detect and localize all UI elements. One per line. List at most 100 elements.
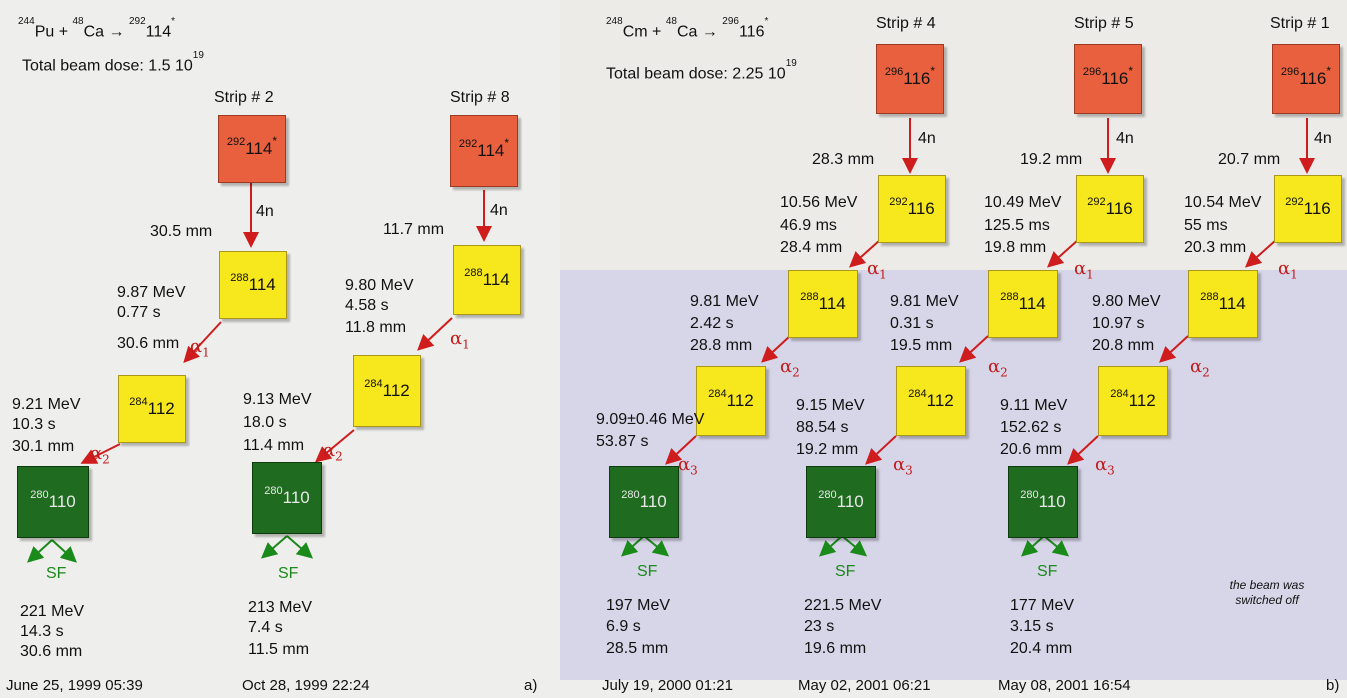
decay-energy: 10.56 MeV [780, 194, 858, 211]
strip-label: Strip # 8 [450, 89, 510, 106]
arrow-b1-alpha1 [849, 239, 881, 268]
nucleus-decay-2: 284 112 [118, 375, 186, 443]
beam-off-note: the beam was switched off [1229, 578, 1305, 607]
decay-energy: 9.09±0.46 MeV [596, 411, 705, 428]
sf-time: 3.15 s [1010, 618, 1054, 635]
decay-distance: 30.6 mm [117, 335, 180, 352]
sf-distance: 20.4 mm [1010, 640, 1073, 657]
sf-time: 6.9 s [606, 618, 641, 635]
sf-label: SF [1037, 563, 1058, 580]
alpha-label: α3 [678, 454, 698, 478]
arrow-a2-alpha1 [417, 317, 453, 351]
panel-b-background-shaded [560, 270, 1347, 680]
nucleus-decay-3: 284 112 [696, 366, 766, 436]
arrow-b1-sf-left [621, 535, 645, 557]
decay-distance: 19.8 mm [984, 239, 1047, 256]
decay-time: 46.9 ms [780, 217, 837, 234]
distance-label: 11.7 mm [383, 221, 445, 238]
nucleus-decay-2: 288 114 [788, 270, 858, 338]
sf-time: 14.3 s [20, 623, 64, 640]
arrow-b3-sf-right [1043, 535, 1070, 557]
arrow-b3-alpha3 [1067, 435, 1099, 465]
sf-distance: 30.6 mm [20, 643, 83, 660]
alpha-label: α2 [90, 443, 110, 467]
decay-energy: 10.49 MeV [984, 194, 1062, 211]
decay-time: 0.31 s [890, 315, 934, 332]
decay-distance: 28.4 mm [780, 239, 843, 256]
decay-distance: 11.4 mm [243, 437, 305, 454]
decay-distance: 20.6 mm [1000, 441, 1063, 458]
neutron-label: 4n [490, 202, 508, 219]
decay-time: 18.0 s [243, 414, 287, 431]
arrow-b3-sf-left [1021, 535, 1045, 557]
decay-energy: 9.80 MeV [1092, 293, 1161, 310]
panel-b-reaction: 248Cm + 48Ca → 296116* [606, 16, 769, 41]
nucleus-parent: 292 114 * [218, 115, 286, 183]
nucleus-decay-2: 288 114 [988, 270, 1058, 338]
distance-label: 28.3 mm [812, 151, 875, 168]
nucleus-final: 280 110 [806, 466, 876, 538]
panel-b-background-top [560, 0, 1347, 270]
alpha-label: α1 [190, 336, 210, 360]
event-date: May 02, 2001 06:21 [798, 677, 931, 694]
decay-time: 125.5 ms [984, 217, 1050, 234]
arrow-a2-alpha2 [314, 429, 355, 463]
decay-distance: 28.8 mm [690, 337, 753, 354]
decay-energy: 9.15 MeV [796, 397, 865, 414]
arrow-b3-alpha1 [1245, 239, 1277, 268]
decay-distance: 20.3 mm [1184, 239, 1247, 256]
decay-time: 55 ms [1184, 217, 1228, 234]
sf-energy: 221 MeV [20, 603, 85, 620]
decay-time: 53.87 s [596, 433, 649, 450]
decay-distance: 30.1 mm [12, 438, 75, 455]
nucleus-decay-1: 288 114 [453, 245, 521, 315]
arrow-a1-alpha1 [183, 321, 222, 363]
alpha-label: α1 [1278, 258, 1298, 282]
event-date: May 08, 2001 16:54 [998, 677, 1131, 694]
decay-distance: 19.5 mm [890, 337, 953, 354]
sf-time: 23 s [804, 618, 835, 635]
decay-distance: 19.2 mm [796, 441, 859, 458]
alpha-label: α1 [1074, 258, 1094, 282]
distance-label: 20.7 mm [1218, 151, 1281, 168]
decay-distance: 11.8 mm [345, 319, 407, 336]
sf-time: 7.4 s [248, 619, 283, 636]
strip-label: Strip # 1 [1270, 15, 1330, 32]
alpha-label: α3 [1095, 454, 1115, 478]
decay-energy: 9.80 MeV [345, 277, 414, 294]
sf-label: SF [835, 563, 856, 580]
arrow-b1-alpha2 [761, 335, 791, 363]
decay-time: 88.54 s [796, 419, 849, 436]
decay-distance: 20.8 mm [1092, 337, 1155, 354]
nucleus-decay-3: 284 112 [1098, 366, 1168, 436]
sf-label: SF [46, 565, 67, 582]
decay-energy: 9.87 MeV [117, 284, 186, 301]
arrow-a2-sf-left [260, 535, 288, 559]
event-date: Oct 28, 1999 22:24 [242, 677, 370, 694]
distance-label: 19.2 mm [1020, 151, 1083, 168]
arrow-a1-sf-left [27, 539, 53, 563]
arrow-b2-alpha3 [865, 435, 897, 465]
alpha-label: α2 [988, 356, 1008, 380]
decay-time: 152.62 s [1000, 419, 1062, 436]
nucleus-final: 280 110 [252, 462, 322, 534]
nucleus-decay-1: 292 116 [1274, 175, 1342, 243]
neutron-label: 4n [1116, 130, 1134, 147]
nucleus-parent: 296 116 * [1272, 44, 1340, 114]
decay-time: 10.97 s [1092, 315, 1145, 332]
alpha-label: α1 [450, 328, 470, 352]
nucleus-decay-1: 292 116 [878, 175, 946, 243]
decay-energy: 9.11 MeV [1000, 397, 1068, 414]
arrow-b1-alpha3 [665, 435, 697, 465]
alpha-label: α2 [323, 440, 343, 464]
arrow-b2-alpha1 [1047, 239, 1079, 268]
nucleus-decay-1: 288 114 [219, 251, 287, 319]
sf-energy: 213 MeV [248, 599, 313, 616]
neutron-label: 4n [256, 203, 274, 220]
sf-energy: 221.5 MeV [804, 597, 882, 614]
panel-a-dose: Total beam dose: 1.5 1019 [22, 50, 204, 75]
sf-energy: 197 MeV [606, 597, 671, 614]
decay-energy: 10.54 MeV [1184, 194, 1262, 211]
